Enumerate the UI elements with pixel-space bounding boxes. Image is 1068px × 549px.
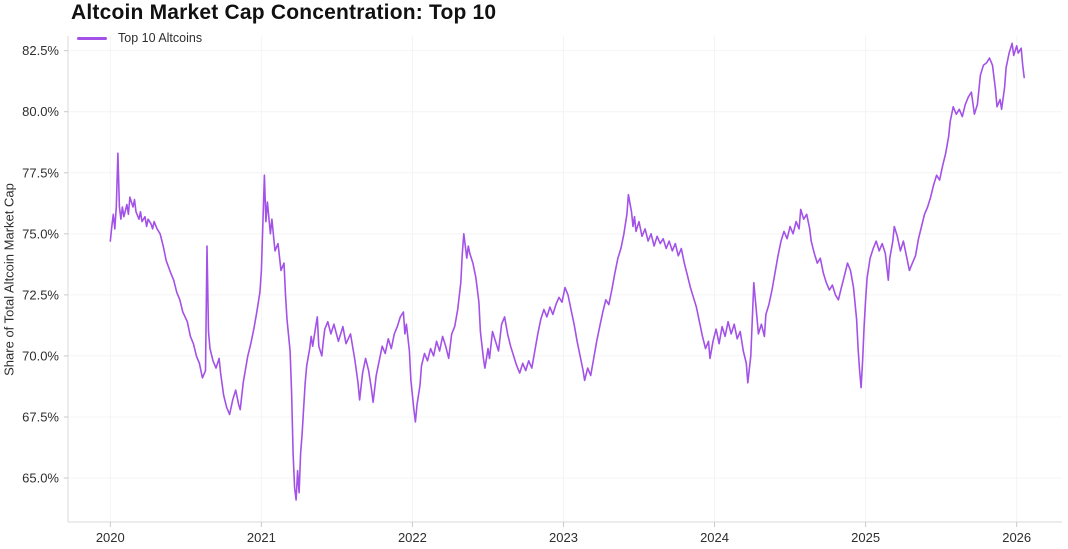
y-tick-label: 70.0% — [22, 348, 59, 363]
y-tick-label: 75.0% — [22, 226, 59, 241]
legend: Top 10 Altcoins — [77, 30, 202, 46]
x-tick-label: 2026 — [1002, 530, 1031, 545]
x-tick-label: 2022 — [398, 530, 427, 545]
legend-label: Top 10 Altcoins — [118, 31, 203, 45]
x-tick-label: 2020 — [96, 530, 125, 545]
y-tick-label: 80.0% — [22, 104, 59, 119]
y-tick-label: 77.5% — [22, 165, 59, 180]
x-tick-label: 2025 — [851, 530, 880, 545]
x-tick-label: 2023 — [549, 530, 578, 545]
y-tick-label: 72.5% — [22, 287, 59, 302]
y-tick-label: 65.0% — [22, 471, 59, 486]
y-tick-label: 67.5% — [22, 409, 59, 424]
y-tick-label: 82.5% — [22, 43, 59, 58]
chart-title: Altcoin Market Cap Concentration: Top 10 — [71, 1, 497, 24]
legend-line-swatch — [77, 36, 107, 40]
series-line-top-10-altcoins — [109, 42, 1025, 501]
x-tick-label: 2021 — [247, 530, 276, 545]
x-tick-label: 2024 — [700, 530, 729, 545]
